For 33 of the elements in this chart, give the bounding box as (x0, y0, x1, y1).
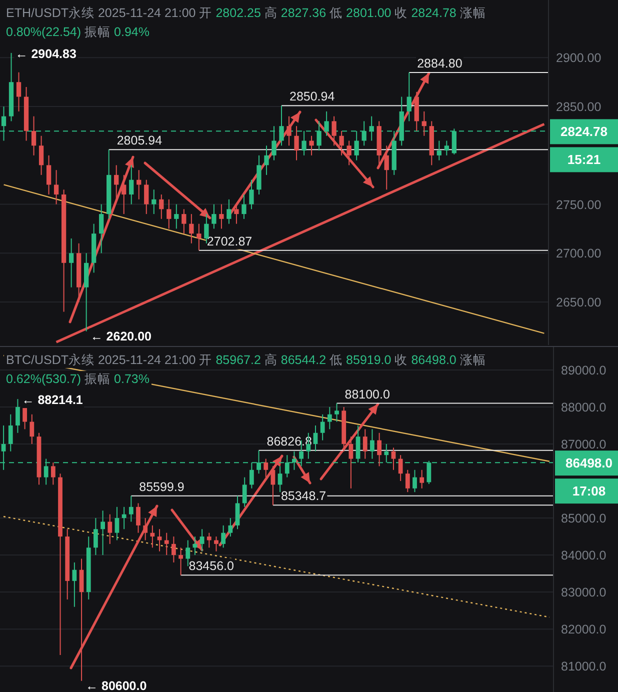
y-tick-label: 82000.0 (561, 622, 606, 637)
chart-title: ETH/USDT永续 2025-11-24 21:00 开 2802.25 高 2827.36 低 2801.00 收 2824.78 涨幅 (6, 6, 486, 20)
ref-line-label: 85599.9 (139, 480, 184, 494)
ref-line-label: 2702.87 (206, 234, 252, 248)
y-tick-label: 87000.0 (561, 437, 606, 452)
ref-line-label: 2884.80 (417, 56, 462, 71)
ref-line-label: 2805.94 (116, 134, 162, 148)
y-tick-label: 2700.00 (556, 246, 602, 261)
y-tick-label: 88000.0 (561, 400, 606, 414)
text: 15:21 (567, 152, 601, 168)
y-tick-label: 89000.0 (561, 363, 606, 378)
ref-line-label: 85348.7 (280, 489, 326, 504)
text: 17:08 (572, 484, 606, 499)
ref-line-label: 83456.0 (188, 559, 234, 574)
y-tick-label: 81000.0 (561, 660, 606, 674)
text: 0.80%(22.54) 振幅 0.94% (6, 25, 150, 39)
annotation: ← 2904.83 (15, 46, 76, 61)
y-tick-label: 2650.00 (556, 295, 602, 310)
ref-line-label: 2824.78 (560, 124, 608, 140)
chart-title: BTC/USDT永续 2025-11-24 21:00 开 85967.2 高 86544.2 低 85919.0 收 86498.0 涨幅 (6, 353, 486, 367)
y-tick-label: 2850.00 (556, 100, 602, 114)
y-tick-label: 84000.0 (561, 548, 606, 563)
y-tick-label: 2900.00 (556, 51, 602, 66)
annotation: ← 88214.1 (22, 393, 83, 408)
annotation: ← 2620.00 (90, 329, 152, 344)
y-tick-label: 85000.0 (561, 512, 606, 526)
annotation: ← 80600.0 (86, 678, 147, 692)
y-tick-label: 83000.0 (561, 586, 606, 600)
ref-line-label: 86498.0 (566, 456, 612, 471)
text: 0.62%(530.7) 振幅 0.73% (6, 372, 150, 386)
y-tick-label: 2750.00 (556, 198, 602, 212)
ref-line-label: 2850.94 (290, 90, 335, 104)
ref-line-label: 88100.0 (344, 387, 390, 402)
